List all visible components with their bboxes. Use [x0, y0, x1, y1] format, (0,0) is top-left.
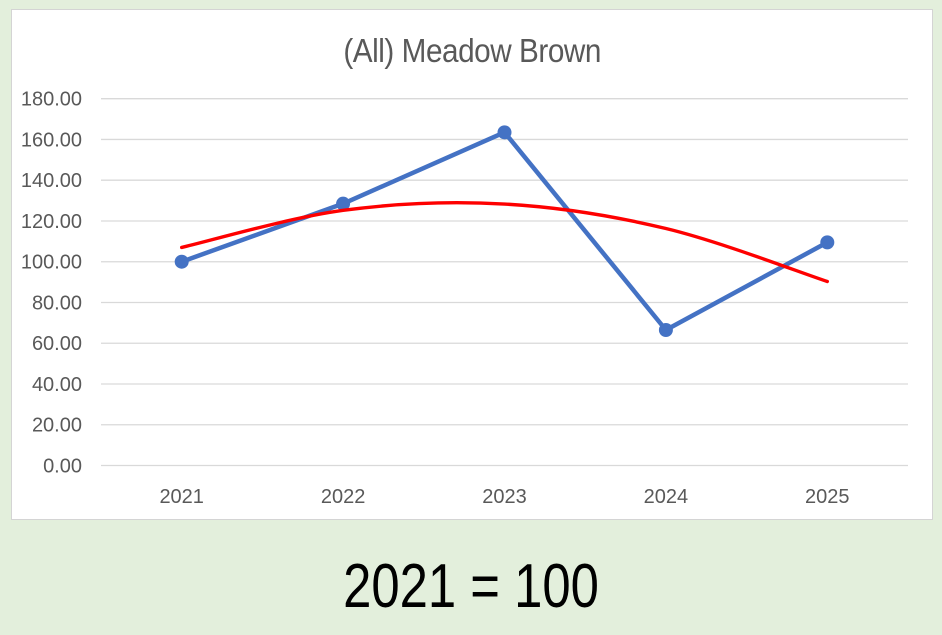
x-axis-label: 2025 — [805, 486, 850, 508]
baseline-caption: 2021 = 100 — [343, 552, 599, 621]
x-axis-label: 2024 — [644, 486, 689, 508]
data-series-line — [179, 130, 830, 333]
y-axis-tick-label: 60.00 — [32, 333, 82, 355]
y-axis-tick-label: 120.00 — [21, 211, 82, 233]
x-axis-label: 2022 — [321, 486, 366, 508]
y-axis-tick-label: 160.00 — [21, 129, 82, 151]
trendline-curve — [180, 201, 829, 284]
y-axis-tick-label: 140.00 — [21, 170, 82, 192]
line-chart: 180.00 160.00 140.00 120.00 100.00 80.00 60.00… — [21, 89, 908, 508]
y-axis-tick-label: 0.00 — [43, 456, 82, 478]
data-point-marker — [174, 254, 189, 269]
data-point-marker — [497, 125, 512, 140]
x-axis-label: 2021 — [159, 486, 204, 508]
data-point-marker — [820, 235, 835, 250]
data-point-marker — [658, 322, 673, 337]
chart-container: (All) Meadow Brown 180.00 160.00 140.00 120… — [11, 9, 933, 520]
y-axis-tick-label: 80.00 — [32, 292, 82, 314]
caption-area: 2021 = 100 — [0, 556, 942, 618]
y-axis-tick-label: 20.00 — [32, 415, 82, 437]
y-axis-tick-label: 180.00 — [21, 89, 82, 111]
x-axis-label: 2023 — [482, 486, 527, 508]
data-point-marker — [336, 196, 351, 211]
y-axis-tick-label: 100.00 — [21, 252, 82, 274]
y-axis-tick-label: 40.00 — [32, 374, 82, 396]
